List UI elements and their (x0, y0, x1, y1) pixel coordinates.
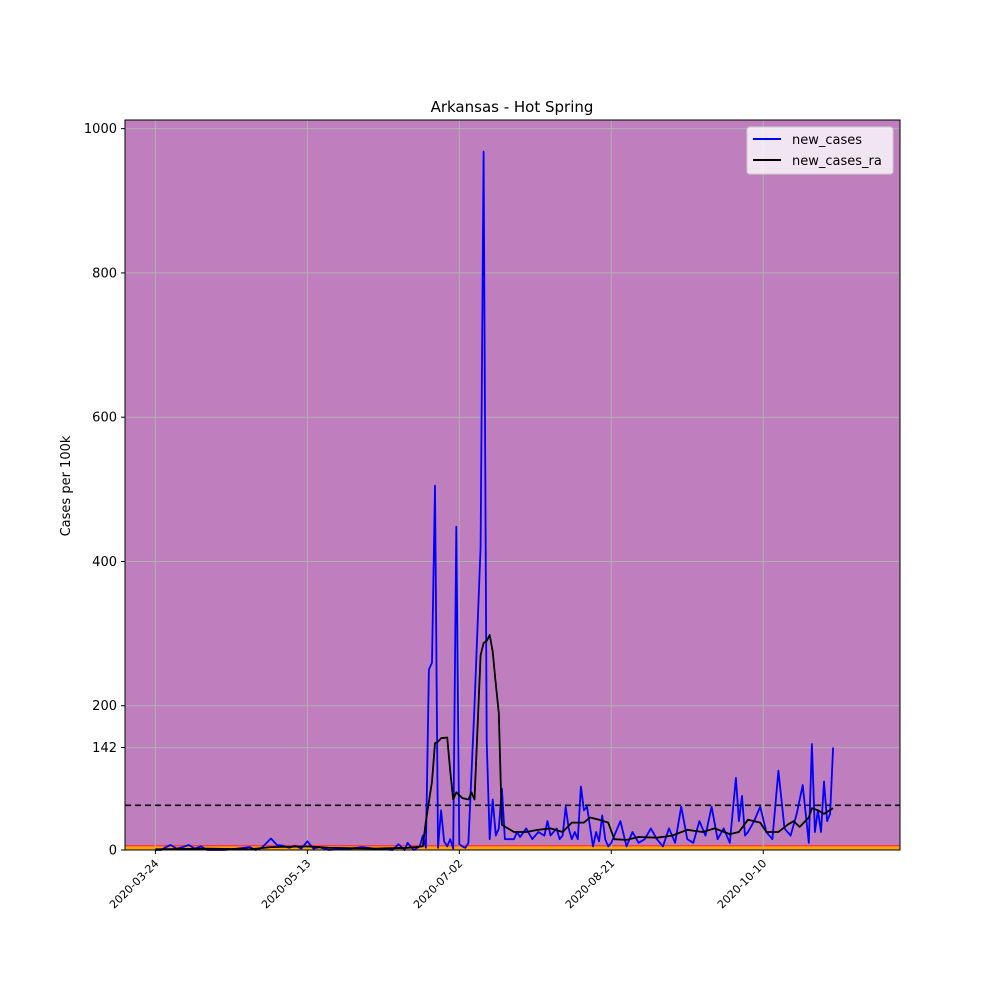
legend-label-new-cases-ra: new_cases_ra (792, 154, 882, 169)
threshold-band-0 (125, 846, 900, 850)
series-lines (155, 150, 834, 851)
y-axis-label: Cases per 100k (59, 435, 74, 536)
y-tick-label: 400 (92, 555, 117, 570)
y-tick-label: 142 (92, 741, 117, 756)
series-line-new-cases-ra (155, 634, 834, 851)
legend-box (746, 126, 894, 175)
plot-frame (124, 119, 901, 851)
legend: new_cases new_cases_ra (746, 126, 894, 175)
series-line-new-cases (155, 150, 834, 851)
y-tick-label: 0 (109, 844, 117, 859)
y-tick-label: 800 (92, 266, 117, 281)
y-tick-label: 600 (92, 411, 117, 426)
chart-title: Arkansas - Hot Spring (431, 98, 594, 116)
y-axis-ticks: 0 142 200 400 600 800 1000 (84, 122, 125, 859)
plot-area (125, 120, 900, 850)
y-tick-label: 1000 (84, 122, 117, 137)
threshold-band-1 (125, 844, 900, 847)
y-tick-label: 200 (92, 699, 117, 714)
threshold-bands (125, 844, 900, 850)
legend-label-new-cases: new_cases (792, 133, 862, 148)
